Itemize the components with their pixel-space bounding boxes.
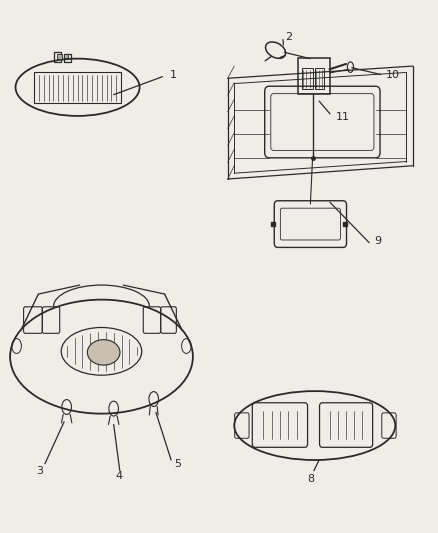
Bar xyxy=(34,72,121,103)
Bar xyxy=(53,52,61,62)
Bar xyxy=(64,54,68,58)
Bar xyxy=(302,68,313,89)
Ellipse shape xyxy=(87,340,120,365)
Bar xyxy=(64,54,71,62)
Text: 4: 4 xyxy=(115,471,123,481)
Text: 10: 10 xyxy=(386,70,400,79)
Bar xyxy=(298,58,329,94)
Bar xyxy=(57,54,62,59)
Text: 5: 5 xyxy=(174,459,181,469)
Text: 2: 2 xyxy=(285,33,292,43)
Text: 1: 1 xyxy=(170,70,177,79)
Text: 9: 9 xyxy=(374,236,381,246)
Bar xyxy=(315,68,324,89)
Text: 11: 11 xyxy=(336,112,350,122)
Text: 8: 8 xyxy=(307,474,314,483)
Text: 3: 3 xyxy=(36,466,43,475)
